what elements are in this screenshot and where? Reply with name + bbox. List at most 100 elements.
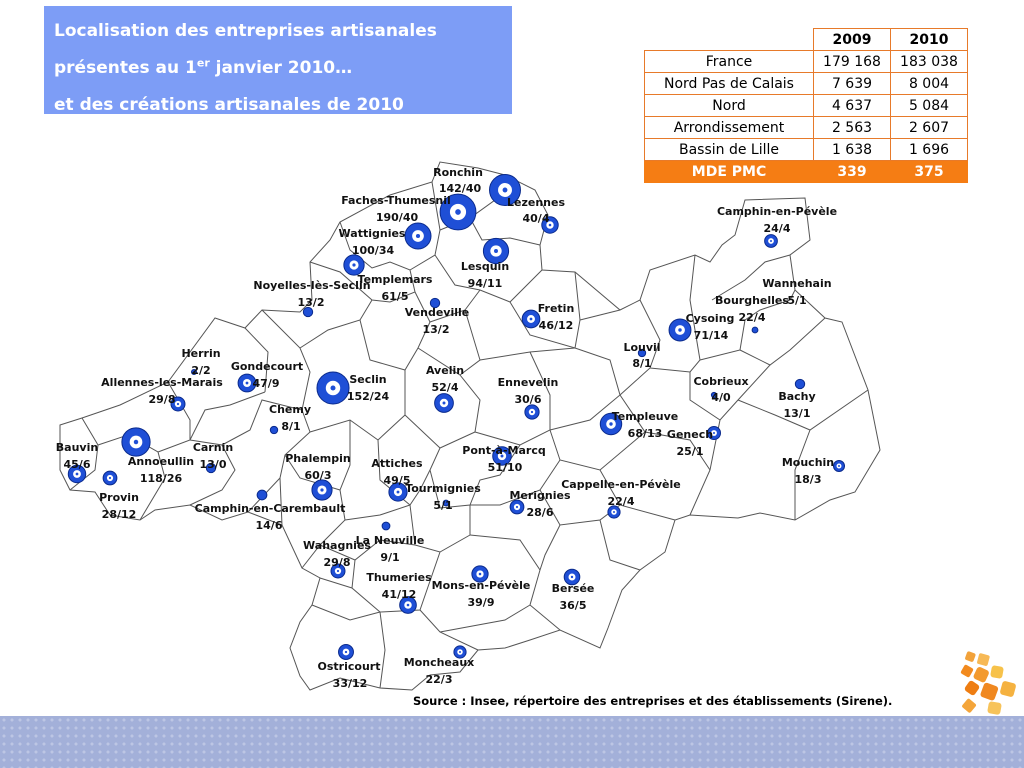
commune-name-label: Gondecourt [231,360,303,373]
commune-bubble [256,489,268,501]
commune-value-label: 142/40 [439,182,482,195]
commune-name-label: Cappelle-en-Pévèle [561,478,681,491]
commune-name-label: Chemy [269,403,311,416]
title-box: Localisation des entreprises artisanales… [44,6,512,115]
commune-bubble-dot [336,569,340,573]
stats-header-row: 2009 2010 [644,28,968,51]
commune-bubble-dot [396,490,400,494]
commune-name-label: Thumeries [366,571,432,584]
commune-name-label: Bourghelles [715,294,789,307]
commune-value-label: 18/3 [795,473,822,486]
commune-bubble-dot [494,249,498,253]
commune-value-label: 41/12 [382,588,417,601]
commune-bubble-dot [609,422,613,426]
commune-bubble [751,326,759,334]
commune-bubble [710,391,718,399]
commune-bubble-dot [530,410,534,414]
stats-highlight-2009: 339 [813,160,891,183]
commune-value-label: 22/3 [426,673,453,686]
commune-name-label: Genech [667,428,713,441]
commune-bubble-dot [838,465,840,467]
commune-name-label: Mouchin [782,456,834,469]
commune-value-label: 8/1 [281,420,300,433]
commune-bubble-dot [108,476,112,480]
commune-value-label: 28/6 [527,506,554,519]
commune-value-label: 47/9 [253,377,280,390]
commune-name-label: Merignies [509,489,571,502]
commune-name-label: Ronchin [433,166,483,179]
stats-value-2010: 1 696 [890,138,968,161]
commune-bubble-dot [613,511,615,513]
commune-value-label: 13/1 [784,407,811,420]
commune-value-label: 9/1 [380,551,399,564]
stats-row-highlight: MDE PMC 339 375 [644,160,968,183]
commune-bubbles [67,174,846,660]
commune-bubble-dot [455,209,461,215]
title-line-1: Localisation des entreprises artisanales [54,21,437,41]
commune-name-label: Pont-à-Marcq [462,444,545,457]
commune-name-label: Phalempin [285,452,350,465]
stats-value-2009: 179 168 [813,50,891,73]
stats-value-2010: 183 038 [890,50,968,73]
commune-name-label: Templemars [358,273,433,286]
commune-name-label: Carnin [193,441,233,454]
commune-name-label: Avelin [426,364,464,377]
commune-bubble-dot [344,650,348,654]
commune-bubble-dot [320,488,324,492]
title-line-2: présentes au 1er janvier 2010… [54,50,502,87]
commune-value-label: 94/11 [468,277,503,290]
stats-row-label: Bassin de Lille [644,138,814,161]
commune-value-label: 49/5 [384,474,411,487]
commune-value-label: 33/12 [333,677,368,690]
footer-band [0,716,1024,768]
commune-name-label: Camphin-en-Carembault [195,502,346,515]
commune-name-label: Cobrieux [693,375,748,388]
commune-name-label: Tourmignies [405,482,481,495]
commune-bubble-dot [245,381,249,385]
commune-value-label: 68/13 [628,427,663,440]
commune-value-label: 52/4 [432,381,459,394]
commune-bubble-dot [176,402,180,406]
stats-highlight-2010: 375 [890,160,968,183]
commune-bubble-dot [515,505,519,509]
commune-name-label: Faches-Thumesnil [341,194,451,207]
title-line-2-end: janvier 2010… [209,58,353,78]
commune-value-label: 14/6 [256,519,283,532]
title-line-3: et des créations artisanales de 2010 [54,95,404,115]
commune-name-label: Herrin [181,347,220,360]
commune-name-label: Noyelles-lès-Seclin [253,279,370,292]
commune-bubble [205,462,217,474]
arrondissement-map: Ronchin 142/40 Lezennes 40/4 Faches-Thumesni… [56,161,881,691]
commune-name-label: Lesquin [461,260,509,273]
commune-bubble-dot [352,263,356,267]
commune-name-label: Wannehain [762,277,831,290]
commune-boundaries [59,161,881,691]
commune-bubble [637,348,647,358]
commune-value-label: 51/10 [488,461,523,474]
commune-name-label: Ennevelin [498,376,559,389]
commune-name-label: Louvil [623,341,660,354]
sun-logo-icon [960,651,1016,715]
commune-bubble-dot [529,317,533,321]
commune-bubble [269,425,279,435]
commune-value-label: 60/3 [305,469,332,482]
commune-name-label: Allennes-les-Marais [101,376,223,389]
commune-value-label: 29/8 [324,556,351,569]
stats-value-2009: 4 637 [813,94,891,117]
stats-row: France 179 168 183 038 [644,50,968,73]
commune-bubble [442,499,450,507]
commune-value-label: 36/5 [560,599,587,612]
commune-value-label: 152/24 [347,390,390,403]
commune-bubble-dot [502,187,508,193]
stats-row: Arrondissement 2 563 2 607 [644,116,968,139]
commune-name-label: Wahagnies [303,539,371,552]
commune-value-label: 30/6 [515,393,542,406]
commune-name-label: Provin [99,491,139,504]
commune-name-label: Annoeullin [128,455,194,468]
commune-name-label: Templeuve [612,410,679,423]
commune-bubble-dot [769,239,773,243]
commune-value-label: 5/1 [787,294,806,307]
title-line-2-text: présentes au 1 [54,58,197,78]
stats-row: Bassin de Lille 1 638 1 696 [644,138,968,161]
commune-labels: Ronchin 142/40 Lezennes 40/4 Faches-Thumesni… [56,166,837,690]
